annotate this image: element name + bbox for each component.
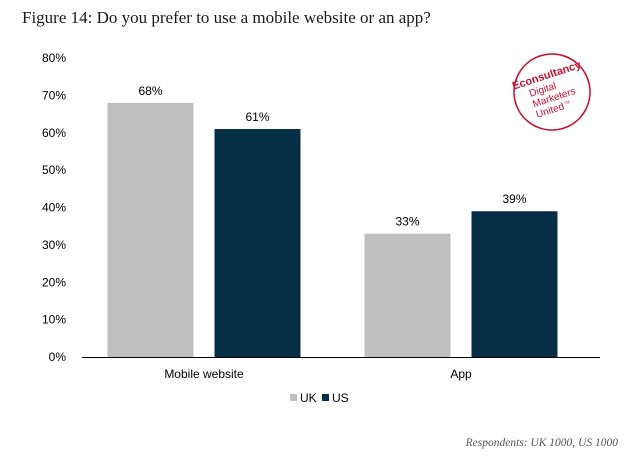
category-label: App [450, 367, 472, 381]
logo-tm: TM [563, 99, 570, 106]
bars-group: 68% 61% 33% 39% [107, 84, 558, 357]
data-label: 68% [138, 84, 162, 98]
data-label: 39% [502, 192, 526, 206]
legend-swatch-us [322, 394, 329, 401]
legend-label-us: US [332, 391, 349, 405]
figure-title: Figure 14: Do you prefer to use a mobile… [22, 8, 431, 27]
y-tick-label: 30% [42, 238, 66, 252]
bar-uk-app [364, 233, 451, 357]
y-tick-label: 20% [42, 275, 66, 289]
y-tick-label: 0% [49, 350, 67, 364]
legend-swatch-uk [290, 394, 297, 401]
bar-uk-mobile-website [107, 102, 194, 357]
y-tick-label: 50% [42, 163, 66, 177]
legend-label-uk: UK [300, 391, 317, 405]
y-tick-label: 10% [42, 313, 66, 327]
y-tick-label: 70% [42, 88, 66, 102]
data-label: 33% [395, 215, 419, 229]
data-label: 61% [245, 110, 269, 124]
category-label: Mobile website [164, 367, 244, 381]
respondents-note: Respondents: UK 1000, US 1000 [465, 437, 618, 449]
logo-circle [513, 53, 591, 131]
bar-us-app [471, 211, 558, 357]
y-tick-label: 60% [42, 126, 66, 140]
y-tick-label: 40% [42, 201, 66, 215]
econsultancy-logo: Econsultancy Digital Marketers United TM [511, 53, 591, 131]
category-labels: Mobile website App [164, 367, 472, 381]
y-tick-label: 80% [42, 51, 66, 65]
bar-us-mobile-website [214, 129, 301, 357]
y-axis: 0% 10% 20% 30% 40% 50% 60% 70% 80% [42, 51, 66, 364]
legend: UK US [290, 391, 349, 405]
